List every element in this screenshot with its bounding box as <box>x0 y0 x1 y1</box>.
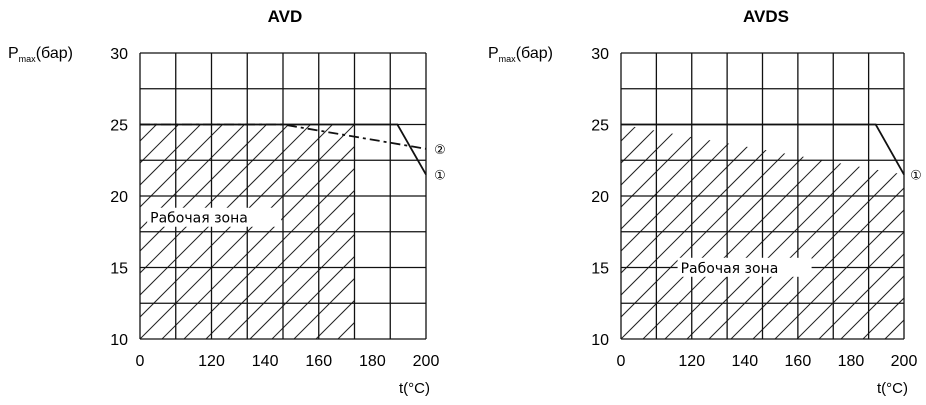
zone-label-bg <box>147 207 282 227</box>
x-tick-label: 180 <box>359 353 386 370</box>
y-tick-label: 30 <box>591 46 609 63</box>
grid <box>620 52 905 340</box>
x-axis-label: t(°C) <box>399 380 430 397</box>
x-tick-label: 120 <box>198 353 225 370</box>
y-tick-label: 20 <box>110 189 128 206</box>
chart-title: AVD <box>268 7 303 26</box>
chart-avds: AVDS ① Рабочая зона 10 15 20 25 30 0 120 140 160 180… <box>488 7 922 397</box>
x-tick-label: 200 <box>891 353 918 370</box>
series-marker-label: ① <box>910 169 922 184</box>
x-tick-label: 180 <box>838 353 865 370</box>
x-axis-label: t(°C) <box>877 380 908 397</box>
series-line-2 <box>140 123 427 150</box>
series-marker-label: ① <box>434 169 446 184</box>
y-tick-label: 30 <box>110 46 128 63</box>
x-tick-label: 140 <box>731 353 758 370</box>
x-tick-label: 140 <box>252 353 279 370</box>
working-zone-label: Рабочая зона <box>150 211 248 227</box>
y-tick-label: 25 <box>110 118 128 135</box>
y-axis-label: Pmax(бар) <box>8 45 73 64</box>
zone-label-bg <box>677 257 812 277</box>
x-tick-label: 120 <box>678 353 705 370</box>
y-tick-label: 25 <box>591 118 609 135</box>
x-tick-label: 0 <box>136 353 145 370</box>
x-tick-label: 200 <box>413 353 440 370</box>
y-axis-label: Pmax(бар) <box>488 45 553 64</box>
y-tick-label: 20 <box>591 189 609 206</box>
y-tick-label: 10 <box>591 332 609 349</box>
series-marker-label: ② <box>434 143 446 158</box>
x-tick-label: 160 <box>785 353 812 370</box>
series-line-1 <box>621 123 905 175</box>
y-tick-label: 15 <box>110 261 128 278</box>
x-tick-label: 0 <box>617 353 626 370</box>
chart-avd: AVD ① ② Рабочая зона 10 15 20 25 30 0 120 140 160 180… <box>8 7 446 397</box>
working-zone-label: Рабочая зона <box>681 261 779 277</box>
y-tick-label: 10 <box>110 332 128 349</box>
y-tick-label: 15 <box>591 261 609 278</box>
x-tick-label: 160 <box>305 353 332 370</box>
chart-title: AVDS <box>743 7 789 26</box>
